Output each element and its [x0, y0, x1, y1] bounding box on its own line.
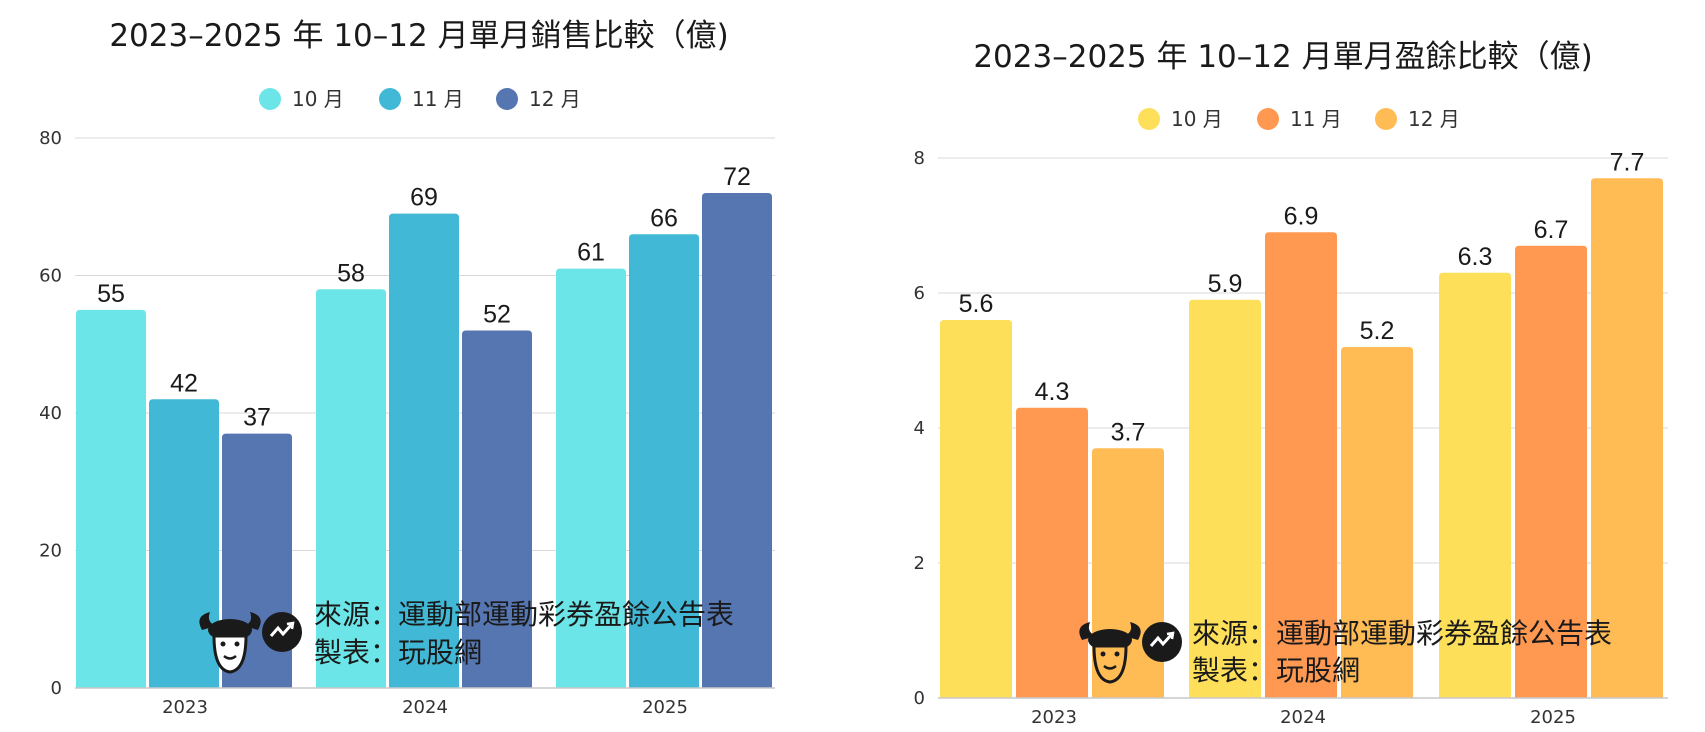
sales-value-labels: 55 58 61 42 69 66 37 52 72 — [97, 163, 751, 432]
earnings-ytick-0: 0 — [914, 688, 925, 709]
sales-xtick-2024: 2024 — [402, 697, 448, 718]
sales-label-2023-oct: 55 — [97, 280, 125, 308]
earnings-bar-2023-nov — [1016, 407, 1088, 698]
sales-legend-swatch-oct — [259, 88, 281, 110]
earnings-y-axis: 0 2 4 6 8 — [914, 148, 925, 709]
sales-label-2025-dec: 72 — [723, 163, 751, 191]
sales-bar-2024-oct — [316, 289, 386, 688]
earnings-ytick-6: 6 — [914, 283, 925, 304]
sales-bar-2025-oct — [556, 268, 626, 688]
sales-xtick-2025: 2025 — [642, 697, 688, 718]
earnings-watermark-maker: 製表：玩股網 — [1192, 654, 1360, 687]
sales-chart-title: 2023–2025 年 10–12 月單月銷售比較（億) — [109, 18, 728, 54]
sales-bar-2024-dec — [462, 330, 532, 688]
sales-watermark-source: 來源：運動部運動彩券盈餘公告表 — [314, 598, 734, 631]
sales-legend: 10 月 11 月 12 月 — [259, 87, 581, 111]
earnings-legend-oct: 10 月 — [1171, 107, 1223, 131]
earnings-xtick-2024: 2024 — [1280, 707, 1326, 728]
earnings-legend-swatch-dec — [1375, 108, 1397, 130]
earnings-ytick-4: 4 — [914, 418, 925, 439]
sales-watermark: 來源：運動部運動彩券盈餘公告表 製表：玩股網 — [199, 598, 734, 674]
earnings-chart-title: 2023–2025 年 10–12 月單月盈餘比較（億) — [973, 39, 1592, 75]
sales-y-axis: 0 20 40 60 80 — [39, 128, 62, 699]
sales-x-axis: 2023 2024 2025 — [75, 687, 775, 718]
earnings-xtick-2023: 2023 — [1031, 707, 1077, 728]
sales-ytick-20: 20 — [39, 541, 62, 562]
earnings-legend-nov: 11 月 — [1290, 107, 1342, 131]
earnings-label-2023-nov: 4.3 — [1035, 378, 1070, 406]
earnings-bar-2023-oct — [940, 320, 1012, 698]
sales-ytick-0: 0 — [51, 678, 62, 699]
sales-chart: 2023–2025 年 10–12 月單月銷售比較（億) 10 月 11 月 1… — [39, 18, 775, 718]
earnings-label-2025-nov: 6.7 — [1534, 216, 1569, 244]
sales-ytick-80: 80 — [39, 128, 62, 149]
sales-bar-2024-nov — [389, 213, 459, 688]
earnings-bar-2025-oct — [1439, 272, 1511, 698]
earnings-legend-swatch-oct — [1138, 108, 1160, 130]
sales-label-2024-nov: 69 — [410, 184, 438, 212]
earnings-ytick-8: 8 — [914, 148, 925, 169]
earnings-ytick-2: 2 — [914, 553, 925, 574]
sales-bar-2025-dec — [702, 193, 772, 688]
sales-label-2023-dec: 37 — [243, 404, 271, 432]
sales-label-2025-nov: 66 — [650, 204, 678, 232]
earnings-bar-2024-oct — [1189, 299, 1261, 698]
sales-label-2025-oct: 61 — [577, 239, 605, 267]
earnings-bar-2025-dec — [1591, 178, 1663, 698]
sales-ytick-60: 60 — [39, 266, 62, 287]
earnings-xtick-2025: 2025 — [1530, 707, 1576, 728]
earnings-label-2025-dec: 7.7 — [1610, 148, 1645, 176]
earnings-label-2024-oct: 5.9 — [1208, 270, 1243, 298]
earnings-bar-2025-nov — [1515, 245, 1587, 698]
earnings-label-2023-dec: 3.7 — [1111, 418, 1146, 446]
sales-bar-2023-nov — [149, 399, 219, 688]
sales-bars — [76, 193, 772, 688]
sales-bar-2025-nov — [629, 234, 699, 688]
earnings-label-2023-oct: 5.6 — [959, 290, 994, 318]
earnings-legend: 10 月 11 月 12 月 — [1138, 107, 1460, 131]
sales-legend-swatch-nov — [379, 88, 401, 110]
earnings-bar-2024-dec — [1341, 347, 1413, 698]
sales-label-2023-nov: 42 — [170, 369, 198, 397]
earnings-bar-2024-nov — [1265, 232, 1337, 698]
bull-logo-icon — [199, 612, 302, 674]
bull-logo-icon — [1079, 622, 1182, 684]
earnings-legend-swatch-nov — [1257, 108, 1279, 130]
sales-label-2024-dec: 52 — [483, 301, 511, 329]
sales-label-2024-oct: 58 — [337, 259, 365, 287]
sales-bar-2023-oct — [76, 309, 146, 688]
sales-xtick-2023: 2023 — [162, 697, 208, 718]
sales-ytick-40: 40 — [39, 403, 62, 424]
earnings-watermark-source: 來源：運動部運動彩券盈餘公告表 — [1192, 617, 1612, 650]
earnings-label-2024-nov: 6.9 — [1284, 202, 1319, 230]
sales-legend-nov: 11 月 — [412, 87, 464, 111]
earnings-label-2025-oct: 6.3 — [1458, 243, 1493, 271]
sales-legend-swatch-dec — [496, 88, 518, 110]
earnings-x-axis: 2023 2024 2025 — [938, 697, 1668, 728]
earnings-watermark: 來源：運動部運動彩券盈餘公告表 製表：玩股網 — [1079, 617, 1612, 687]
earnings-label-2024-dec: 5.2 — [1360, 317, 1395, 345]
earnings-legend-dec: 12 月 — [1408, 107, 1460, 131]
sales-legend-dec: 12 月 — [529, 87, 581, 111]
sales-watermark-maker: 製表：玩股網 — [314, 636, 482, 669]
earnings-value-labels: 5.6 5.9 6.3 4.3 6.9 6.7 3.7 5.2 7.7 — [959, 148, 1645, 446]
sales-legend-oct: 10 月 — [292, 87, 344, 111]
earnings-chart: 2023–2025 年 10–12 月單月盈餘比較（億) 10 月 11 月 1… — [914, 39, 1668, 728]
